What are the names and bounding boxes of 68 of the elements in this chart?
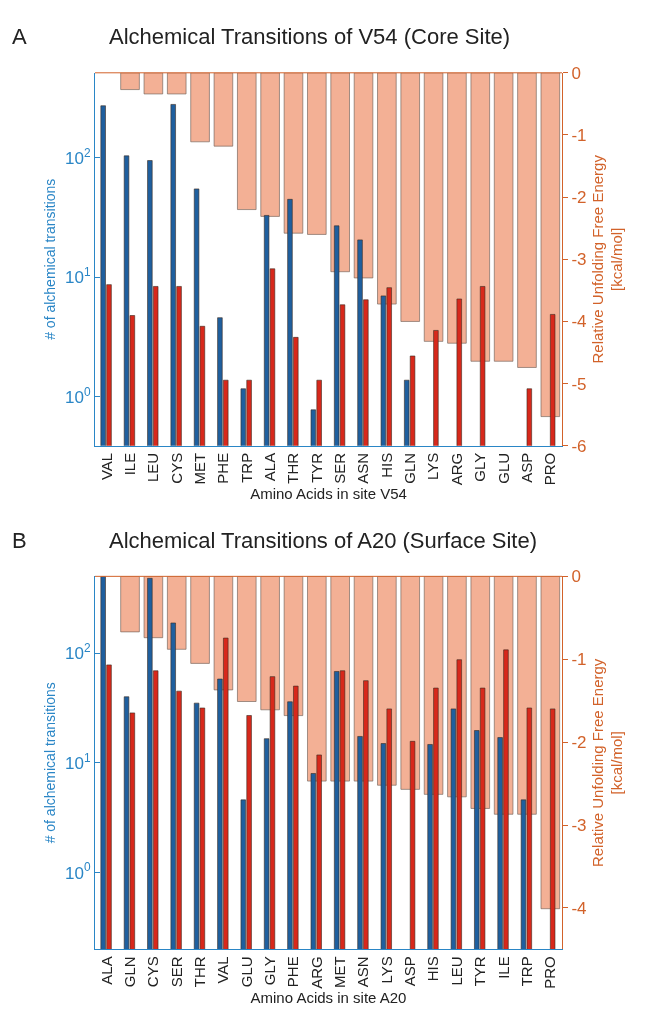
x-tick-label: THR — [190, 956, 208, 988]
y2-tick-label: 0 — [571, 63, 581, 83]
x-tick-label: ILE — [494, 956, 512, 979]
x-axis-title: Amino Acids in site V54 — [250, 485, 407, 503]
y-tick-label: 10$^{2}$ — [65, 145, 91, 168]
x-tick-label: VAL — [97, 452, 115, 481]
x-tick-label: ASP — [401, 956, 419, 987]
x-tick-label: LYS — [424, 452, 442, 481]
x-tick-label: THR — [284, 452, 302, 484]
y2-tick-label: -2 — [571, 733, 587, 753]
chart-title: Alchemical Transitions of V54 (Core Site) — [109, 24, 511, 49]
x-tick-label: VAL — [214, 956, 232, 984]
y2-tick-label: 0 — [571, 567, 581, 587]
x-tick-label: ALA — [261, 452, 279, 482]
x-axis-title: Amino Acids in site A20 — [250, 988, 407, 1006]
x-tick-label: ILE — [120, 452, 138, 476]
x-tick-label: PRO — [541, 956, 559, 989]
x-tick-label: LYS — [377, 956, 395, 984]
x-tick-label: MET — [331, 956, 349, 989]
x-tick-label: GLU — [237, 956, 255, 988]
x-tick-label: PHE — [214, 452, 232, 484]
x-tick-label: GLN — [120, 956, 138, 988]
x-tick-label: CYS — [167, 452, 185, 484]
x-tick-label: HIS — [377, 452, 395, 478]
y-tick-label: 10$^{2}$ — [65, 640, 91, 664]
y-axis-title: # of alchemical transitions — [41, 682, 58, 844]
x-tick-label: GLY — [471, 452, 489, 482]
x-tick-label: TRP — [517, 956, 535, 987]
y2-tick-label: -6 — [571, 436, 587, 456]
x-tick-label: LEU — [144, 452, 162, 482]
x-tick-label: SER — [331, 452, 349, 484]
x-tick-label: TRP — [237, 452, 255, 483]
y-tick-label: 10$^{1}$ — [65, 265, 91, 288]
chart-title: Alchemical Transitions of A20 (Surface Site) — [109, 528, 537, 553]
y-tick-label: 10$^{0}$ — [65, 384, 91, 407]
x-tick-label: LEU — [447, 956, 465, 986]
y2-axis-title: Relative Unfolding Free Energy [kcal/mol] — [588, 658, 626, 868]
y-tick-label: 10$^{0}$ — [65, 860, 91, 883]
y2-tick-label: -1 — [571, 650, 587, 670]
y2-tick-label: -3 — [571, 815, 587, 835]
x-tick-label: ALA — [97, 956, 115, 985]
text: B — [12, 528, 27, 553]
x-tick-label: ARG — [447, 452, 465, 486]
y2-tick-label: -3 — [571, 250, 587, 270]
y-tick-label: 10$^{1}$ — [65, 750, 91, 773]
x-tick-label: ARG — [307, 956, 325, 989]
x-tick-label: ASP — [517, 452, 535, 483]
x-tick-label: GLU — [494, 452, 512, 484]
x-tick-label: PRO — [541, 452, 559, 486]
y-axis-title: # of alchemical transitions — [41, 178, 58, 340]
y2-tick-label: -4 — [571, 312, 587, 332]
x-tick-label: PHE — [284, 956, 302, 988]
y2-tick-label: -4 — [571, 898, 587, 918]
y2-tick-label: -5 — [571, 374, 587, 394]
y2-tick-label: -2 — [571, 188, 587, 208]
x-tick-label: ASN — [354, 452, 372, 484]
x-tick-label: HIS — [424, 956, 442, 982]
x-tick-label: GLN — [401, 452, 419, 484]
x-tick-label: ASN — [354, 956, 372, 988]
x-tick-label: TYR — [307, 452, 325, 483]
x-tick-label: TYR — [471, 956, 489, 987]
x-tick-label: MET — [190, 452, 208, 485]
y2-tick-label: -1 — [571, 125, 587, 145]
text: A — [12, 24, 27, 49]
y2-axis-title: Relative Unfolding Free Energy [kcal/mol] — [588, 154, 626, 364]
x-tick-label: GLY — [261, 956, 279, 986]
x-tick-label: SER — [167, 956, 185, 988]
x-tick-label: CYS — [144, 956, 162, 988]
